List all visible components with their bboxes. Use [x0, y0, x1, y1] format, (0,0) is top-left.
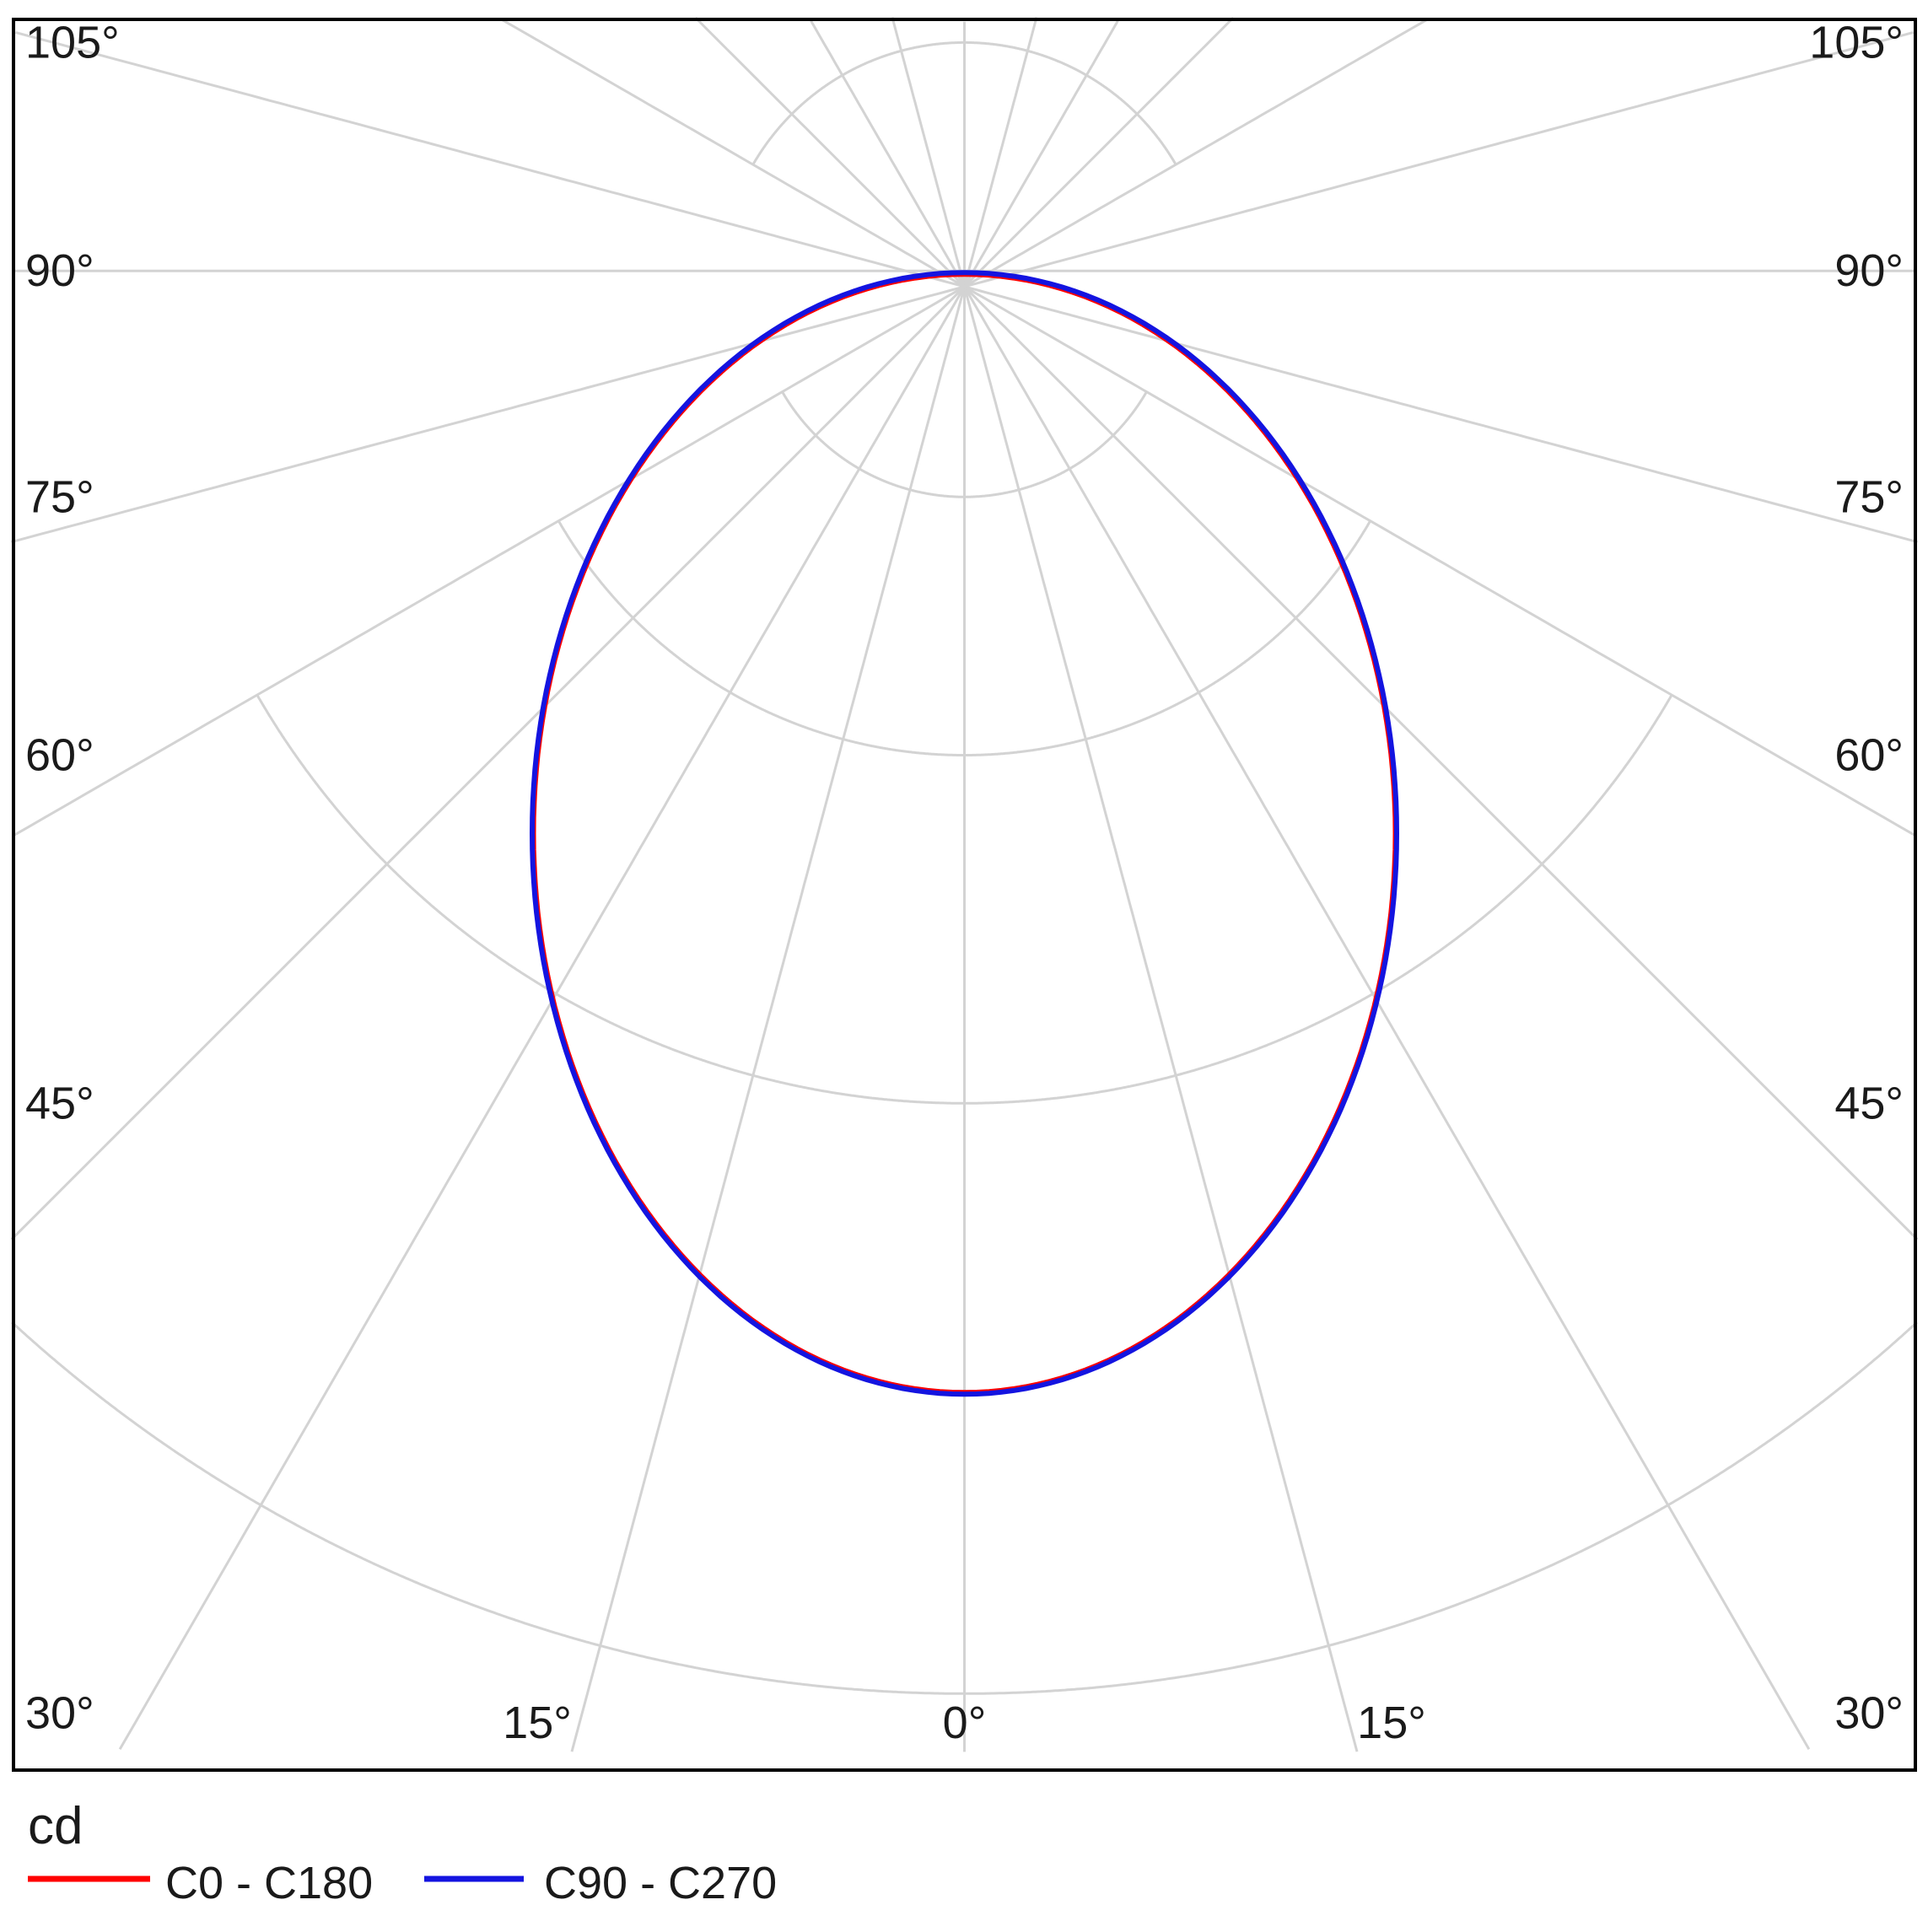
- svg-text:90°: 90°: [25, 245, 94, 296]
- svg-text:75°: 75°: [25, 471, 94, 522]
- svg-text:C0 - C180: C0 - C180: [165, 1858, 373, 1908]
- svg-text:C90 - C270: C90 - C270: [544, 1858, 777, 1908]
- svg-text:15°: 15°: [1357, 1698, 1426, 1748]
- svg-text:90°: 90°: [1834, 245, 1904, 296]
- svg-text:60°: 60°: [1834, 730, 1904, 781]
- svg-text:105°: 105°: [25, 17, 120, 67]
- svg-text:75°: 75°: [1834, 471, 1904, 522]
- svg-text:45°: 45°: [1834, 1078, 1904, 1128]
- svg-text:30°: 30°: [1834, 1687, 1904, 1738]
- svg-text:45°: 45°: [25, 1078, 94, 1128]
- svg-text:60°: 60°: [25, 730, 94, 781]
- svg-text:30°: 30°: [25, 1687, 94, 1738]
- svg-text:cd: cd: [28, 1797, 83, 1855]
- svg-text:105°: 105°: [1809, 17, 1904, 67]
- svg-text:0°: 0°: [943, 1698, 987, 1748]
- svg-text:15°: 15°: [503, 1698, 572, 1748]
